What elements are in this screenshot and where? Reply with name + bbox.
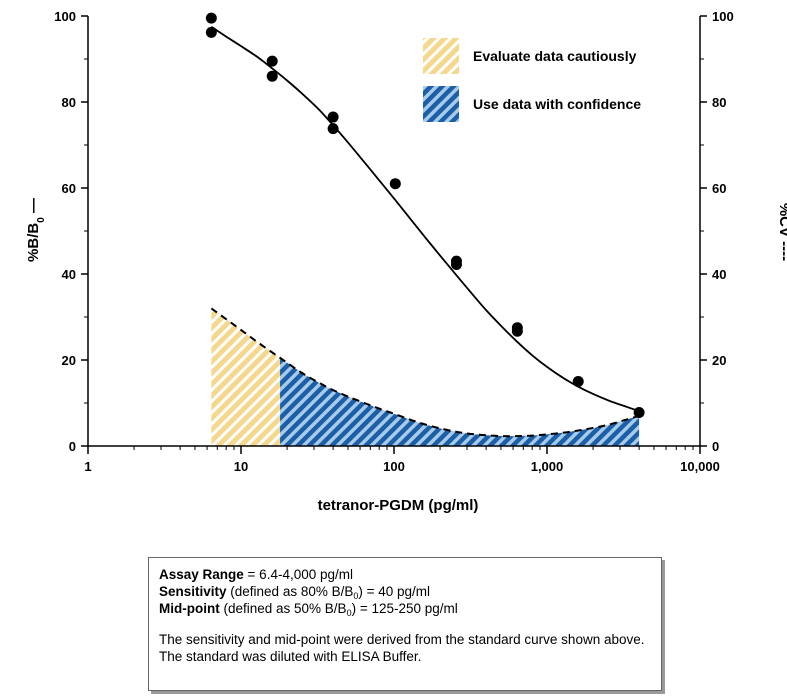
data-point [572,376,584,387]
data-point [205,12,217,24]
data-point [266,55,278,67]
data-point [633,406,645,418]
midpoint-definition: (defined as 50% B/B [219,601,347,616]
confidence-region [280,357,640,446]
sensitivity-label: Sensitivity [159,584,227,599]
range-regions [211,308,640,446]
legend: Evaluate data cautiously Use data with co… [423,38,641,122]
x-tick-label: 10,000 [680,459,720,474]
x-tick-label: 1 [84,459,91,474]
midpoint-label: Mid-point [159,601,220,616]
sensitivity-line: Sensitivity (defined as 80% B/B0) = 40 p… [159,583,651,601]
data-point [327,111,339,123]
assay-range-label: Assay Range [159,567,244,582]
standard-curve-chart: 0 0 20 20 40 40 60 60 80 80 100 100 1 10 100 1,000 10,00… [25,9,787,514]
derivation-note: The sensitivity and mid-point were deriv… [159,632,645,664]
y-tick-label-left: 40 [62,267,76,282]
midpoint-line: Mid-point (defined as 50% B/B0) = 125-25… [159,600,651,618]
axis-titles: tetranor-PGDM (pg/ml) %B/B0 — %CV ---- [25,198,787,514]
sensitivity-subscript: 0 [353,591,359,601]
y-axis-left-title: %B/B0 — [25,198,47,262]
y-tick-label-right: 40 [712,267,726,282]
y-tick-label-left: 20 [62,353,76,368]
assay-info-box: Assay Range = 6.4-4,000 pg/ml Sensitivit… [148,557,662,691]
binding-fit-curve [210,26,640,413]
y-tick-label-left: 60 [62,181,76,196]
legend-label: Use data with confidence [473,96,641,112]
cv-dashed-curve [210,307,640,438]
midpoint-subscript: 0 [346,608,352,618]
legend-swatch-confidence [423,86,459,122]
curves [205,12,645,438]
y-tick-label-left: 0 [69,439,76,454]
assay-range-value: = 6.4-4,000 pg/ml [243,567,353,582]
legend-label: Evaluate data cautiously [473,48,637,64]
x-tick-label: 10 [234,459,248,474]
x-tick-label: 1,000 [531,459,564,474]
assay-range-line: Assay Range = 6.4-4,000 pg/ml [159,566,651,583]
caution-region [211,308,281,446]
data-point [389,178,401,190]
legend-swatch-caution [423,38,459,74]
data-point [511,325,523,337]
y-axis-right-title: %CV ---- [776,203,787,261]
y-tick-label-left: 100 [54,9,76,24]
data-point [205,26,217,38]
y-tick-label-right: 0 [712,439,719,454]
data-point [266,70,278,82]
midpoint-value: ) = 125-250 pg/ml [351,601,458,616]
x-axis-title: tetranor-PGDM (pg/ml) [318,497,479,514]
y-tick-label-right: 20 [712,353,726,368]
y-tick-label-right: 80 [712,95,726,110]
y-tick-label-right: 100 [712,9,734,24]
data-point [450,259,462,271]
sensitivity-value: ) = 40 pg/ml [358,584,431,599]
y-tick-label-right: 60 [712,181,726,196]
sensitivity-definition: (defined as 80% B/B [226,584,354,599]
y-tick-label-left: 80 [62,95,76,110]
axes: 0 0 20 20 40 40 60 60 80 80 100 100 1 10 100 1,000 10,00… [54,9,733,474]
data-point [327,123,339,135]
x-tick-label: 100 [383,459,405,474]
